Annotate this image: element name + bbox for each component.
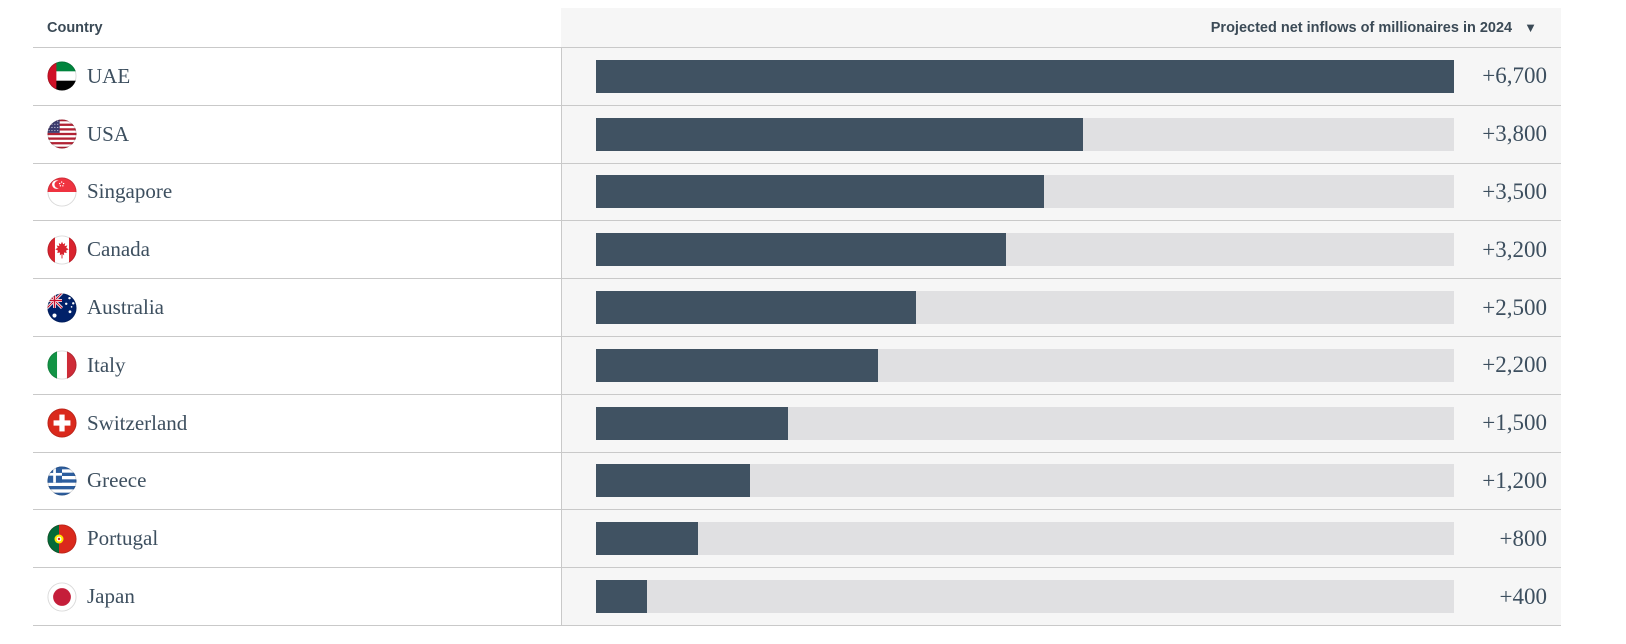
table-row: Portugal +800 (33, 510, 1561, 569)
country-label: Greece (87, 468, 147, 493)
value-label: +2,500 (1482, 294, 1547, 320)
table-header-row: Country Projected net inflows of million… (33, 8, 1561, 48)
bar-fill (596, 59, 1454, 93)
country-cell: Italy (33, 336, 561, 394)
value-cell: +2,200 (561, 336, 1561, 394)
table-row: USA +3,800 (33, 105, 1561, 164)
country-label: USA (87, 121, 130, 146)
value-cell: +800 (561, 510, 1561, 568)
greece-flag-icon (47, 466, 77, 496)
bar-track (596, 291, 1454, 325)
usa-flag-icon (47, 119, 77, 149)
country-cell: Australia (33, 279, 561, 336)
table-row: Switzerland +1,500 (33, 394, 1561, 453)
table-row: Greece +1,200 (33, 452, 1561, 511)
value-label: +2,200 (1482, 352, 1547, 378)
bar-track (596, 580, 1454, 614)
bar-fill (596, 117, 1083, 151)
country-label: UAE (87, 63, 131, 88)
uae-flag-icon (47, 61, 77, 91)
value-label: +1,500 (1482, 410, 1547, 436)
value-header-label: Projected net inflows of millionaires in… (1210, 19, 1513, 36)
country-cell: Canada (33, 221, 561, 279)
country-cell: Switzerland (33, 394, 561, 452)
value-cell: +2,500 (561, 279, 1561, 336)
value-cell: +3,200 (561, 221, 1561, 279)
value-label: +800 (1499, 525, 1547, 551)
value-label: +3,200 (1482, 236, 1547, 262)
value-label: +3,800 (1482, 121, 1547, 147)
value-column-header[interactable]: Projected net inflows of millionaires in… (561, 8, 1561, 47)
bar-fill (596, 580, 648, 614)
country-label: Switzerland (87, 410, 188, 435)
italy-flag-icon (47, 350, 77, 380)
bar-track (596, 406, 1454, 440)
bar-fill (596, 464, 750, 498)
switzerland-flag-icon (47, 408, 77, 438)
sort-descending-icon[interactable]: ▼ (1524, 20, 1537, 35)
value-label: +6,700 (1482, 63, 1547, 89)
table-row: Italy +2,200 (33, 336, 1561, 395)
value-cell: +400 (561, 568, 1561, 625)
country-cell: Greece (33, 452, 561, 510)
bar-track (596, 464, 1454, 498)
country-column-header: Country (33, 8, 561, 47)
bar-fill (596, 291, 917, 325)
japan-flag-icon (47, 582, 77, 612)
canada-flag-icon (47, 235, 77, 265)
bar-fill (596, 348, 878, 382)
country-label: Canada (87, 237, 150, 262)
table-row: Singapore +3,500 (33, 163, 1561, 222)
country-header-label: Country (47, 19, 103, 36)
table-row: Canada +3,200 (33, 221, 1561, 280)
country-cell: UAE (33, 48, 561, 105)
value-label: +400 (1499, 583, 1547, 609)
bar-track (596, 348, 1454, 382)
country-cell: USA (33, 105, 561, 163)
value-cell: +3,500 (561, 163, 1561, 221)
country-label: Italy (87, 352, 126, 377)
value-label: +1,200 (1482, 467, 1547, 493)
country-inflows-table: Country Projected net inflows of million… (33, 8, 1561, 626)
value-cell: +3,800 (561, 105, 1561, 163)
value-cell: +1,200 (561, 452, 1561, 510)
table-row: Australia +2,500 (33, 279, 1561, 337)
bar-track (596, 175, 1454, 209)
table-row: Japan +400 (33, 568, 1561, 626)
bar-track (596, 522, 1454, 556)
country-label: Japan (87, 584, 135, 609)
bar-track (596, 117, 1454, 151)
value-label: +3,500 (1482, 178, 1547, 204)
bar-fill (596, 406, 789, 440)
country-label: Australia (87, 295, 164, 320)
australia-flag-icon (47, 293, 77, 323)
country-label: Portugal (87, 526, 159, 551)
bar-track (596, 233, 1454, 267)
bar-track (596, 59, 1454, 93)
country-label: Singapore (87, 179, 173, 204)
bar-fill (596, 522, 699, 556)
country-cell: Japan (33, 568, 561, 625)
value-cell: +1,500 (561, 394, 1561, 452)
portugal-flag-icon (47, 524, 77, 554)
bar-fill (596, 175, 1045, 209)
table-body: UAE +6,700 USA +3,800 Singapore (33, 48, 1561, 626)
bar-fill (596, 233, 1006, 267)
country-cell: Portugal (33, 510, 561, 568)
singapore-flag-icon (47, 177, 77, 207)
table-row: UAE +6,700 (33, 48, 1561, 106)
country-cell: Singapore (33, 163, 561, 221)
value-cell: +6,700 (561, 48, 1561, 105)
